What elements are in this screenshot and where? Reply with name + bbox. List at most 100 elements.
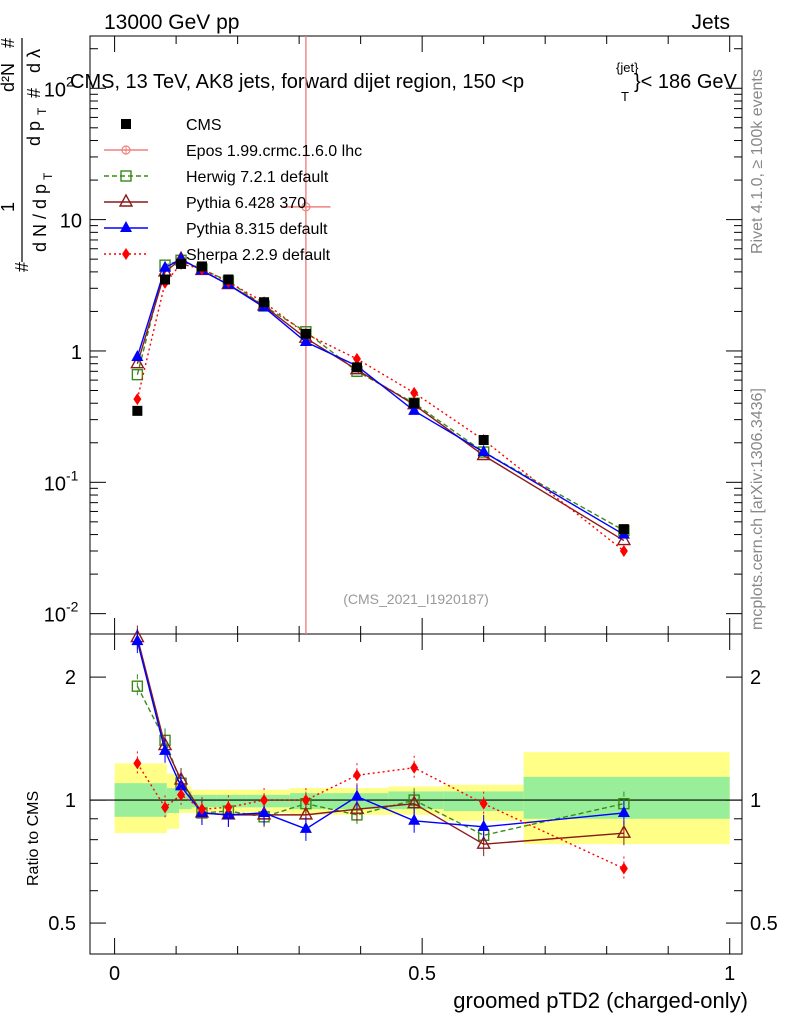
band-inner <box>191 794 217 808</box>
main-y-tick-label-exponent: -2 <box>66 599 79 615</box>
legend-marker <box>120 221 132 232</box>
epos-point <box>301 202 311 212</box>
legend-label: CMS <box>186 117 222 134</box>
plot-title-superscript: {jet} <box>616 60 639 75</box>
legend-label: Sherpa 2.2.9 default <box>186 247 331 264</box>
energy-label: 13000 GeV pp <box>104 11 239 34</box>
ratio-point-pythia6 <box>616 824 632 838</box>
ratio-series <box>130 625 632 881</box>
point-cms <box>351 362 362 373</box>
band-inner <box>332 793 389 810</box>
ratio-point-pythia6 <box>476 835 491 849</box>
process-label: Jets <box>691 11 730 34</box>
ratio-point-pythia8 <box>175 779 188 791</box>
svg-text:1: 1 <box>0 202 18 212</box>
ratio-point-sherpa <box>161 801 170 814</box>
ratio-point-pythia8 <box>258 805 271 817</box>
point-cms <box>176 258 187 269</box>
ratio-point-pythia8 <box>408 813 421 825</box>
ratio-y-axis-label: Ratio to CMS <box>25 791 42 886</box>
ratio-y-tick-label-right: 0.5 <box>750 913 778 935</box>
point-cms <box>160 274 171 285</box>
main-y-tick-label: 10 <box>44 79 66 101</box>
ratio-y-tick-label: 0.5 <box>48 913 76 935</box>
point-pythia6 <box>616 532 632 546</box>
plot-title-tail: }< 186 GeV <box>634 71 738 93</box>
point-cms <box>132 405 143 416</box>
ratio-point-sherpa <box>197 803 206 816</box>
band-inner <box>216 794 247 808</box>
ratio-point-pythia8 <box>617 805 630 817</box>
rivet-label: Rivet 4.1.0, ≥ 100k events <box>749 69 766 254</box>
point-pythia8 <box>477 445 490 457</box>
point-sherpa <box>133 393 142 406</box>
ratio-point-sherpa <box>224 801 233 814</box>
legend-label: Herwig 7.2.1 default <box>186 169 329 186</box>
svg-text:#: # <box>24 88 44 98</box>
ratio-point-pythia6 <box>406 795 422 809</box>
ratio-point-sherpa <box>479 797 488 810</box>
ratio-point-pythia8 <box>299 821 312 833</box>
ratio-point-sherpa <box>133 757 142 770</box>
x-tick-label: 0 <box>109 963 120 985</box>
x-axis-label: groomed pTD2 (charged-only) <box>453 988 748 1013</box>
ratio-y-tick-label: 1 <box>65 790 76 812</box>
ratio-y-tick-label-right: 2 <box>750 667 761 689</box>
ratio-point-sherpa <box>260 794 269 807</box>
main-y-axis-label: # d N / d p T 1 d p T # d λ d²N # <box>0 38 55 272</box>
point-herwig <box>131 368 144 381</box>
ratio-point-pythia6 <box>349 800 365 814</box>
main-y-tick-label: 10 <box>44 605 66 627</box>
main-y-tick-label-exponent: 2 <box>66 73 74 89</box>
point-pythia8 <box>299 335 312 347</box>
main-series <box>130 36 632 634</box>
legend-label: Pythia 8.315 default <box>186 221 328 238</box>
main-y-tick-label: 1 <box>71 342 82 364</box>
plot-title-subscript: T <box>621 89 629 104</box>
ratio-point-sherpa <box>410 761 419 774</box>
main-y-tick-label: 10 <box>44 473 66 495</box>
ratio-point-sherpa <box>301 794 310 807</box>
main-y-tick-label-exponent: -1 <box>66 467 79 483</box>
mcplots-label: mcplots.cern.ch [arXiv:1306.3436] <box>749 388 766 630</box>
point-cms <box>300 328 311 339</box>
point-cms <box>478 434 489 445</box>
point-sherpa <box>619 544 628 557</box>
point-pythia8 <box>159 260 172 272</box>
point-cms <box>409 398 420 409</box>
point-cms <box>196 261 207 272</box>
ratio-point-pythia8 <box>159 743 172 755</box>
point-pythia8 <box>408 403 421 415</box>
series-line-herwig <box>136 259 625 532</box>
ratio-point-pythia8 <box>131 634 144 646</box>
point-sherpa <box>352 352 361 365</box>
svg-text:d²N: d²N <box>0 63 18 92</box>
ratio-point-herwig <box>131 680 144 692</box>
ratio-point-sherpa <box>177 788 186 801</box>
svg-text:d p: d p <box>24 121 44 146</box>
point-pythia6 <box>130 355 145 369</box>
ratio-point-pythia8 <box>222 807 235 819</box>
x-tick-label: 1 <box>724 963 735 985</box>
ratio-uncertainty-band <box>90 752 742 845</box>
x-tick-label: 0.5 <box>408 963 436 985</box>
svg-text:d N / d p: d N / d p <box>30 184 50 252</box>
svg-text:#: # <box>12 262 32 272</box>
ratio-axis-ticks: 0.5 0.5 1 1 2 2 0 0.5 1 <box>48 634 778 985</box>
ratio-point-sherpa <box>352 769 361 782</box>
point-cms <box>618 524 629 535</box>
ratio-panel-frame <box>89 633 743 955</box>
legend-marker <box>120 170 132 182</box>
legend-marker <box>121 145 131 155</box>
legend: CMS Epos 1.99.crmc.1.6.0 lhc Herwig 7.2.1 … <box>104 117 362 264</box>
point-sherpa <box>410 386 419 399</box>
series-line-pythia6 <box>136 258 625 542</box>
analysis-watermark: (CMS_2021_I1920187) <box>343 591 489 607</box>
plot-title: CMS, 13 TeV, AK8 jets, forward dijet reg… <box>70 71 524 93</box>
ratio-point-pythia8 <box>477 819 490 831</box>
point-cms <box>259 297 270 308</box>
legend-marker <box>121 119 131 129</box>
series-line-sherpa <box>136 263 625 552</box>
